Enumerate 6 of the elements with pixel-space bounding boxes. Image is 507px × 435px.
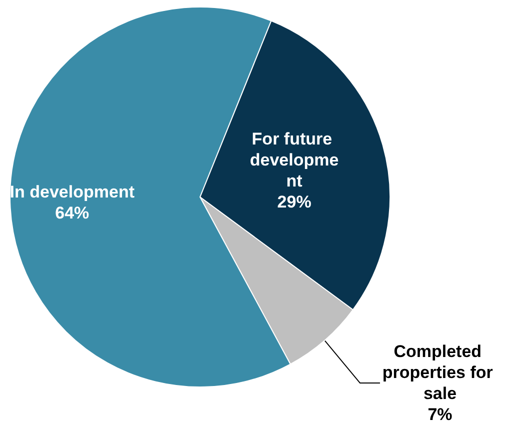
slice-label: Completed properties for sale bbox=[382, 342, 498, 403]
data-label: 64% bbox=[55, 203, 90, 222]
slice-label: For future development bbox=[250, 129, 339, 190]
data-label: 29% bbox=[277, 192, 312, 212]
slice-label: In development bbox=[10, 182, 135, 202]
data-label: 7% bbox=[428, 405, 452, 424]
